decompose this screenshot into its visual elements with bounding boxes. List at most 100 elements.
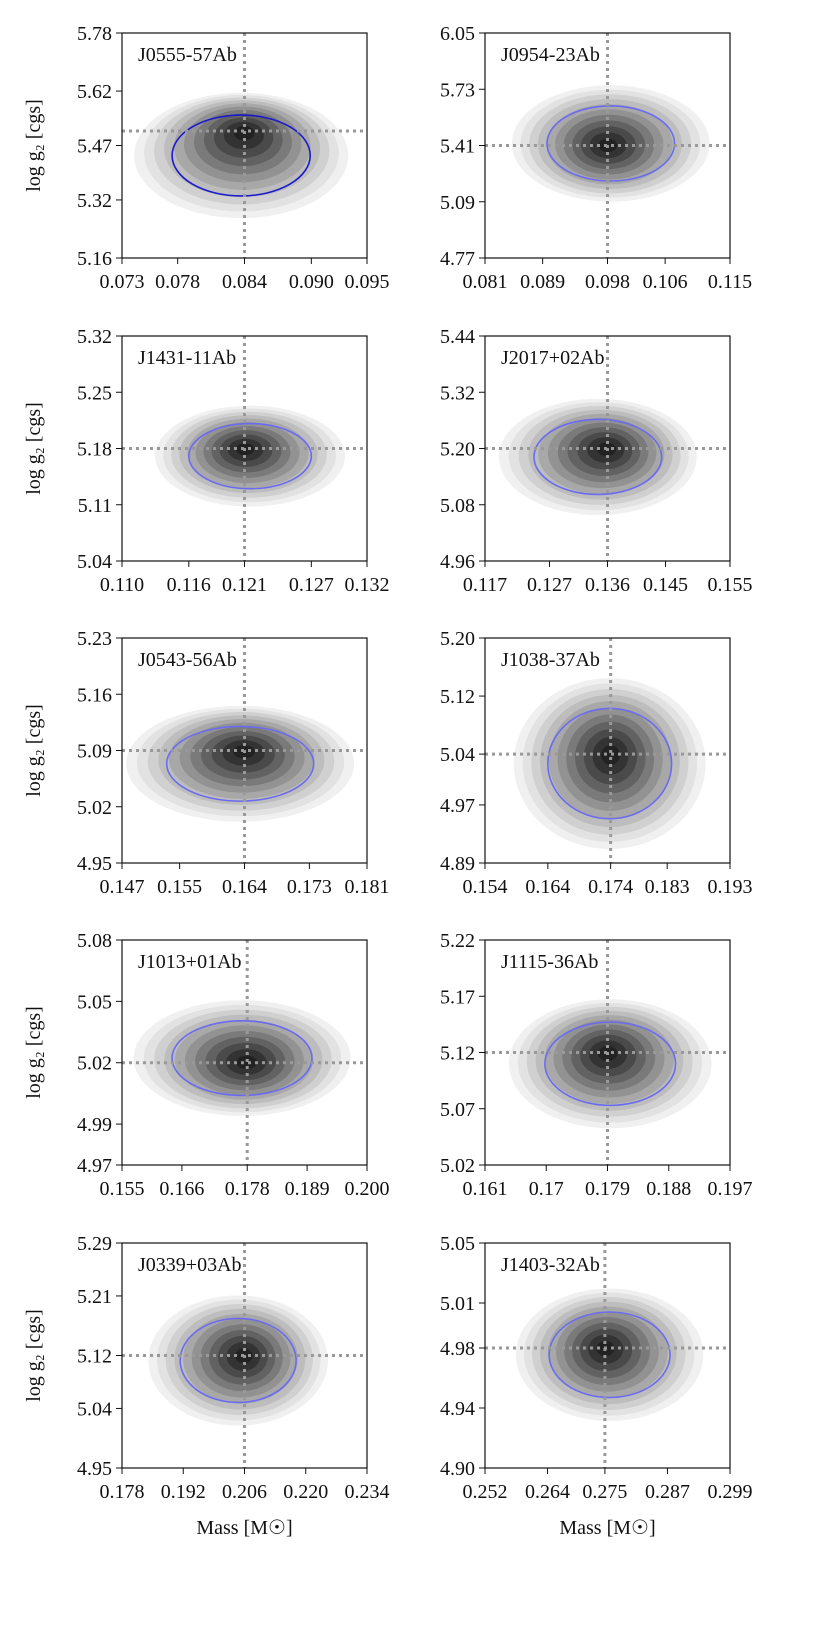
plot-area xyxy=(122,33,367,258)
x-tick-label: 0.106 xyxy=(643,271,688,293)
x-tick-label: 0.110 xyxy=(100,574,144,596)
y-tick-label: 5.08 xyxy=(440,495,475,517)
x-tick-label: 0.197 xyxy=(708,1178,753,1200)
y-axis-label: log g₂ [cgs] xyxy=(23,402,45,495)
y-tick-label: 5.23 xyxy=(77,628,112,650)
x-tick-label: 0.147 xyxy=(100,876,145,898)
x-tick-label: 0.117 xyxy=(463,574,507,596)
x-tick-label: 0.121 xyxy=(222,574,267,596)
panel: J1013+01Ab 0.155 0.166 0.178 0.189 0.200 4.97 4… xyxy=(23,930,390,1200)
x-tick-label: 0.089 xyxy=(520,271,565,293)
plot-area xyxy=(485,33,730,258)
x-tick-label: 0.154 xyxy=(463,876,508,898)
x-tick-label: 0.164 xyxy=(525,876,570,898)
contour-line xyxy=(544,1021,677,1107)
y-tick-label: 5.12 xyxy=(440,1043,475,1065)
panel-title: J1038-37Ab xyxy=(501,649,600,671)
panel: J0339+03Ab 0.178 0.192 0.206 0.220 0.234 4.95 5… xyxy=(23,1233,390,1539)
x-tick-label: 0.095 xyxy=(345,271,390,293)
y-tick-label: 6.05 xyxy=(440,23,475,45)
y-tick-label: 5.08 xyxy=(77,930,112,952)
x-tick-label: 0.155 xyxy=(157,876,202,898)
x-tick-label: 0.178 xyxy=(100,1481,145,1503)
x-tick-label: 0.073 xyxy=(100,271,145,293)
y-tick-label: 5.12 xyxy=(440,686,475,708)
contour-line xyxy=(546,105,676,182)
y-tick-label: 5.09 xyxy=(440,192,475,214)
x-tick-label: 0.174 xyxy=(588,876,633,898)
density-level xyxy=(236,1055,258,1070)
x-tick-label: 0.145 xyxy=(643,574,688,596)
x-tick-label: 0.081 xyxy=(463,271,508,293)
y-tick-label: 4.97 xyxy=(440,795,475,817)
density-level xyxy=(601,745,620,765)
panel: J0555-57Ab 0.073 0.078 0.084 0.090 0.095 5.16 5… xyxy=(23,23,390,293)
x-tick-label: 0.189 xyxy=(285,1178,330,1200)
y-tick-label: 5.22 xyxy=(440,930,475,952)
contour-line xyxy=(548,1311,671,1399)
y-tick-label: 5.12 xyxy=(77,1346,112,1368)
y-tick-label: 5.32 xyxy=(77,190,112,212)
x-tick-label: 0.155 xyxy=(708,574,753,596)
y-axis-label: log g₂ [cgs] xyxy=(23,1309,45,1402)
x-tick-label: 0.275 xyxy=(582,1481,627,1503)
y-tick-label: 4.96 xyxy=(440,551,475,573)
x-tick-label: 0.178 xyxy=(225,1178,270,1200)
x-tick-label: 0.136 xyxy=(585,574,630,596)
x-tick-label: 0.078 xyxy=(155,271,200,293)
y-tick-label: 4.97 xyxy=(77,1155,112,1177)
y-tick-label: 5.05 xyxy=(440,1233,475,1255)
y-tick-label: 4.89 xyxy=(440,853,475,875)
panel-title: J1013+01Ab xyxy=(138,951,242,973)
x-tick-label: 0.116 xyxy=(167,574,211,596)
contour-line xyxy=(165,725,315,802)
x-tick-label: 0.193 xyxy=(708,876,753,898)
panel: J1431-11Ab 0.110 0.116 0.121 0.127 0.132 5.04 5… xyxy=(23,326,390,596)
y-tick-label: 4.98 xyxy=(440,1338,475,1360)
panel-title: J1115-36Ab xyxy=(501,951,598,973)
y-tick-label: 4.77 xyxy=(440,248,475,270)
panel-title: J2017+02Ab xyxy=(501,347,605,369)
y-tick-label: 5.21 xyxy=(77,1286,112,1308)
x-tick-label: 0.098 xyxy=(585,271,630,293)
x-tick-label: 0.17 xyxy=(529,1178,564,1200)
y-tick-label: 5.17 xyxy=(440,986,475,1008)
x-tick-label: 0.090 xyxy=(289,271,334,293)
panel-title: J0954-23Ab xyxy=(501,44,600,66)
axes-frame xyxy=(121,939,368,1166)
x-tick-label: 0.287 xyxy=(645,1481,690,1503)
contour-line xyxy=(533,418,663,496)
y-tick-label: 5.16 xyxy=(77,684,112,706)
y-tick-label: 5.02 xyxy=(77,797,112,819)
x-tick-label: 0.188 xyxy=(646,1178,691,1200)
y-tick-label: 5.02 xyxy=(440,1155,475,1177)
y-axis-label: log g₂ [cgs] xyxy=(23,99,45,192)
panel-title: J0543-56Ab xyxy=(138,649,237,671)
x-tick-label: 0.132 xyxy=(345,574,390,596)
panel: J0543-56Ab 0.147 0.155 0.164 0.173 0.181 4.95 5… xyxy=(23,628,390,898)
y-tick-label: 5.32 xyxy=(440,382,475,404)
x-tick-label: 0.115 xyxy=(708,271,752,293)
panel-title: J1403-32Ab xyxy=(501,1254,600,1276)
x-tick-label: 0.084 xyxy=(222,271,267,293)
y-tick-label: 5.25 xyxy=(77,382,112,404)
x-tick-label: 0.264 xyxy=(525,1481,570,1503)
y-tick-label: 5.41 xyxy=(440,136,475,158)
panel: J1403-32Ab 0.252 0.264 0.275 0.287 0.299 4.90 4… xyxy=(440,1233,753,1539)
x-tick-label: 0.220 xyxy=(283,1481,328,1503)
y-tick-label: 5.29 xyxy=(77,1233,112,1255)
y-tick-label: 5.11 xyxy=(78,495,112,517)
x-tick-label: 0.192 xyxy=(161,1481,206,1503)
x-axis-label: Mass [M☉] xyxy=(559,1517,655,1539)
x-tick-label: 0.200 xyxy=(345,1178,390,1200)
panel: J1038-37Ab 0.154 0.164 0.174 0.183 0.193 4.89 4… xyxy=(440,628,753,898)
y-tick-label: 5.62 xyxy=(77,81,112,103)
panel: J0954-23Ab 0.081 0.089 0.098 0.106 0.115 4.77 5… xyxy=(440,23,752,293)
contour-line xyxy=(171,114,312,197)
contour-line xyxy=(171,1019,313,1097)
y-tick-label: 4.95 xyxy=(77,853,112,875)
plot-area xyxy=(122,638,367,863)
y-tick-label: 5.04 xyxy=(77,1398,112,1420)
plot-area xyxy=(122,940,367,1165)
plot-area xyxy=(485,940,730,1165)
